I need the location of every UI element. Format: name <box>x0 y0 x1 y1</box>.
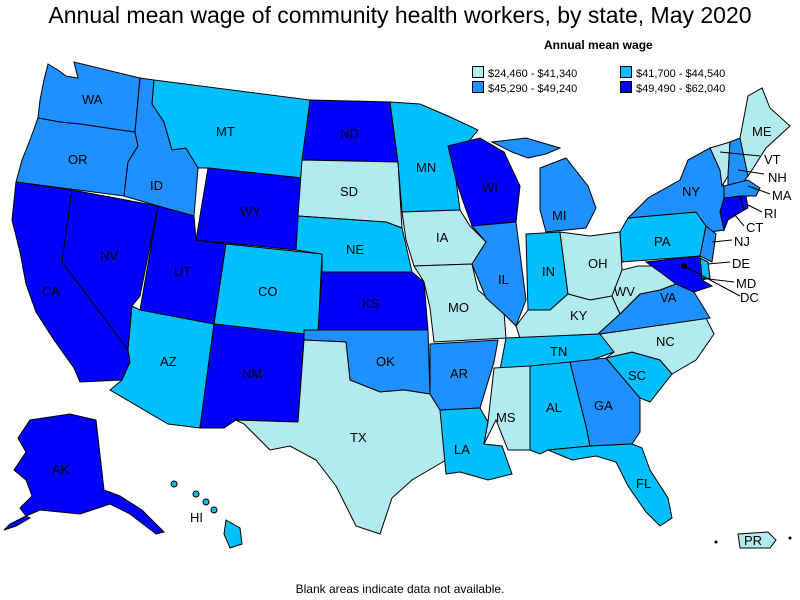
label-nv: NV <box>100 248 118 263</box>
legend-item-2: $41,700 - $44,540 <box>620 66 725 80</box>
label-wi: WI <box>482 180 498 195</box>
legend-item-1: $24,460 - $41,340 <box>472 66 577 80</box>
label-mi: MI <box>552 208 566 223</box>
label-ms: MS <box>496 410 516 425</box>
state-la[interactable] <box>439 407 513 481</box>
label-wv: WV <box>614 284 635 299</box>
state-ms[interactable] <box>483 365 531 451</box>
legend-swatch-4 <box>620 81 632 93</box>
state-hi[interactable] <box>170 480 243 549</box>
label-dc: DC <box>740 290 759 305</box>
label-ks: KS <box>362 296 380 311</box>
state-me[interactable] <box>739 87 791 178</box>
label-co: CO <box>258 284 278 299</box>
state-nj[interactable] <box>699 225 717 263</box>
label-ak: AK <box>52 462 70 477</box>
state-md[interactable] <box>644 255 714 293</box>
map-title: Annual mean wage of community health wor… <box>48 2 752 28</box>
state-ak-islands <box>3 515 32 531</box>
label-nh: NH <box>768 170 787 185</box>
pr-island-dot <box>714 540 718 544</box>
label-ny: NY <box>682 184 700 199</box>
label-ok: OK <box>376 354 395 369</box>
legend-label-1: $24,460 - $41,340 <box>488 68 578 80</box>
label-ne: NE <box>346 242 364 257</box>
state-ak[interactable] <box>13 413 165 535</box>
state-pr[interactable] <box>737 531 777 549</box>
label-fl: FL <box>636 476 651 491</box>
state-nc[interactable] <box>599 317 715 375</box>
label-id: ID <box>150 178 163 193</box>
label-la: LA <box>454 442 470 457</box>
label-ky: KY <box>570 308 588 323</box>
label-mn: MN <box>416 160 436 175</box>
label-tn: TN <box>550 344 567 359</box>
label-vt: VT <box>764 152 781 167</box>
state-ks[interactable] <box>317 271 429 331</box>
state-il[interactable] <box>470 221 527 327</box>
label-me: ME <box>752 124 772 139</box>
label-sd: SD <box>340 184 358 199</box>
legend-label-4: $49,490 - $62,040 <box>636 83 726 95</box>
legend: Annual mean wage $24,460 - $41,340 $41,7… <box>468 38 798 98</box>
label-pr: PR <box>744 533 762 548</box>
label-tx: TX <box>350 430 367 445</box>
label-ca: CA <box>42 284 60 299</box>
legend-swatch-2 <box>620 66 632 78</box>
label-nj: NJ <box>734 234 750 249</box>
label-sc: SC <box>628 368 646 383</box>
label-ia: IA <box>436 230 449 245</box>
label-nm: NM <box>242 366 262 381</box>
label-az: AZ <box>160 354 177 369</box>
label-nd: ND <box>340 126 359 141</box>
label-ga: GA <box>594 398 613 413</box>
state-mi[interactable] <box>490 137 597 233</box>
legend-label-3: $45,290 - $49,240 <box>488 83 578 95</box>
legend-swatch-3 <box>472 81 484 93</box>
label-or: OR <box>68 152 88 167</box>
label-md: MD <box>736 276 756 291</box>
label-al: AL <box>546 400 562 415</box>
label-ar: AR <box>450 366 468 381</box>
state-ct[interactable] <box>719 195 745 232</box>
label-hi: HI <box>190 510 203 525</box>
label-ut: UT <box>174 264 191 279</box>
legend-item-4: $49,490 - $62,040 <box>620 81 725 95</box>
label-mt: MT <box>216 124 235 139</box>
label-in: IN <box>542 264 555 279</box>
state-ri[interactable] <box>739 195 749 211</box>
label-oh: OH <box>588 256 608 271</box>
legend-label-2: $41,700 - $44,540 <box>636 68 726 80</box>
label-ma: MA <box>772 188 792 203</box>
label-ri: RI <box>764 206 777 221</box>
label-wa: WA <box>82 92 103 107</box>
label-mo: MO <box>448 300 469 315</box>
label-ct: CT <box>746 220 763 235</box>
label-pa: PA <box>654 234 671 249</box>
label-de: DE <box>732 256 750 271</box>
footnote: Blank areas indicate data not available. <box>295 582 505 596</box>
label-nc: NC <box>656 334 675 349</box>
label-il: IL <box>498 272 509 287</box>
legend-title: Annual mean wage <box>544 38 653 52</box>
label-va: VA <box>660 290 677 305</box>
pr-island-dot-2 <box>788 536 792 540</box>
label-leader-lines <box>683 151 771 297</box>
legend-swatch-1 <box>472 66 484 78</box>
legend-item-3: $45,290 - $49,240 <box>472 81 577 95</box>
state-tx[interactable] <box>235 339 447 535</box>
label-wy: WY <box>240 204 261 219</box>
state-fl[interactable] <box>547 443 673 527</box>
